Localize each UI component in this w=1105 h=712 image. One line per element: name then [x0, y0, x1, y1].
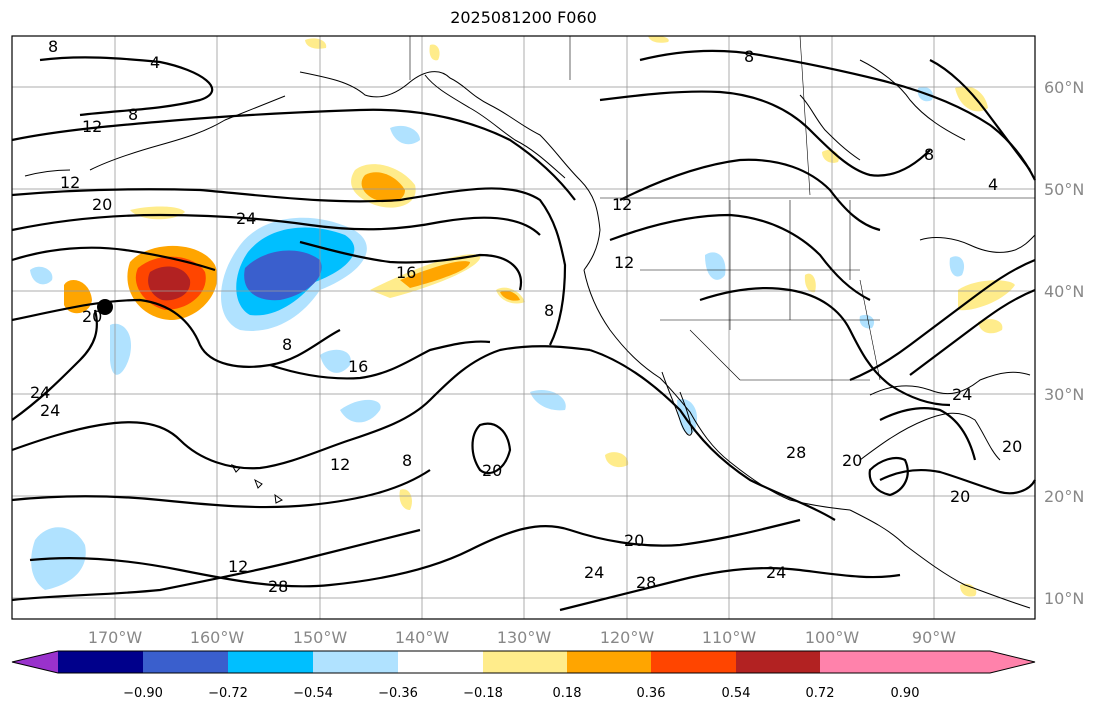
contour-label: 16 [396, 263, 416, 282]
contour-label: 20 [1002, 437, 1022, 456]
storm-center-marker [97, 299, 113, 315]
colorbar-segment [567, 651, 651, 673]
contour-label: 20 [82, 307, 102, 326]
contour-label: 20 [482, 461, 502, 480]
lat-label-20n: 20°N [1044, 487, 1084, 506]
lon-label-130w: 130°W [497, 628, 552, 647]
lon-label-140w: 140°W [395, 628, 450, 647]
contour-label: 8 [402, 451, 412, 470]
colorbar-segment [651, 651, 736, 673]
colorbar-segment [313, 651, 398, 673]
contour-labels: 8 4 12 8 12 20 24 16 20 24 24 8 16 12 8 … [30, 37, 1022, 596]
lon-label-110w: 110°W [702, 628, 757, 647]
colorbar-segment [58, 651, 143, 673]
contour-label: 8 [744, 47, 754, 66]
contour-label: 4 [150, 53, 160, 72]
lat-label-60n: 60°N [1044, 78, 1084, 97]
contour-label: 8 [128, 105, 138, 124]
lon-label-160w: 160°W [190, 628, 245, 647]
map-frame [11, 35, 1036, 620]
lat-label-40n: 40°N [1044, 282, 1084, 301]
contour-label: 12 [614, 253, 634, 272]
contour-label: 8 [48, 37, 58, 56]
contour-label: 24 [40, 401, 60, 420]
contour-label: 8 [544, 301, 554, 320]
colorbar-extend-high [905, 651, 1035, 673]
colorbar-tick-label: −0.36 [378, 686, 418, 701]
contour-label: 24 [952, 385, 972, 404]
contour-label: 20 [92, 195, 112, 214]
contour-label: 4 [988, 175, 998, 194]
lon-label-120w: 120°W [600, 628, 655, 647]
contour-label: 8 [924, 145, 934, 164]
colorbar-tick-label: −0.18 [463, 686, 503, 701]
colorbar-extend-low [12, 651, 58, 673]
lat-label-50n: 50°N [1044, 180, 1084, 199]
contour-label: 28 [786, 443, 806, 462]
contour-label: 8 [282, 335, 292, 354]
contour-label: 16 [348, 357, 368, 376]
coastlines-and-borders [24, 35, 1036, 609]
lon-label-150w: 150°W [293, 628, 348, 647]
colorbar-tick-label: −0.90 [123, 686, 163, 701]
colorbar-tick-label: 0.54 [722, 686, 751, 701]
contour-label: 28 [268, 577, 288, 596]
colorbar-segment [228, 651, 313, 673]
contour-label: 24 [30, 383, 50, 402]
contour-label: 28 [636, 573, 656, 592]
colorbar-tick-label: −0.54 [293, 686, 333, 701]
lon-label-100w: 100°W [805, 628, 860, 647]
colorbar-tick-label: −0.72 [208, 686, 248, 701]
colorbar-segment [483, 651, 567, 673]
colorbar-segment [398, 651, 483, 673]
lon-label-90w: 90°W [912, 628, 956, 647]
contour-label: 12 [82, 117, 102, 136]
lon-label-170w: 170°W [88, 628, 143, 647]
contour-label: 12 [612, 195, 632, 214]
contour-label: 20 [624, 531, 644, 550]
contour-label: 24 [584, 563, 604, 582]
contour-label: 12 [330, 455, 350, 474]
colorbar-segment [820, 651, 905, 673]
colorbar: −0.90 −0.72 −0.54 −0.36 −0.18 0.18 0.36 … [11, 650, 1036, 701]
contour-lines [11, 49, 1036, 612]
lat-label-10n: 10°N [1044, 589, 1084, 608]
contour-label: 12 [228, 557, 248, 576]
page-title: 2025081200 F060 [450, 8, 597, 27]
colorbar-tick-label: 0.72 [806, 686, 835, 701]
contour-label: 12 [60, 173, 80, 192]
colorbar-segment [143, 651, 228, 673]
contour-label: 20 [950, 487, 970, 506]
colorbar-tick-label: 0.18 [553, 686, 582, 701]
contour-label: 20 [842, 451, 862, 470]
colorbar-segment [736, 651, 820, 673]
lat-label-30n: 30°N [1044, 385, 1084, 404]
colorbar-tick-label: 0.36 [637, 686, 666, 701]
colorbar-tick-label: 0.90 [891, 686, 920, 701]
contour-label: 24 [766, 563, 786, 582]
contour-label: 24 [236, 209, 256, 228]
